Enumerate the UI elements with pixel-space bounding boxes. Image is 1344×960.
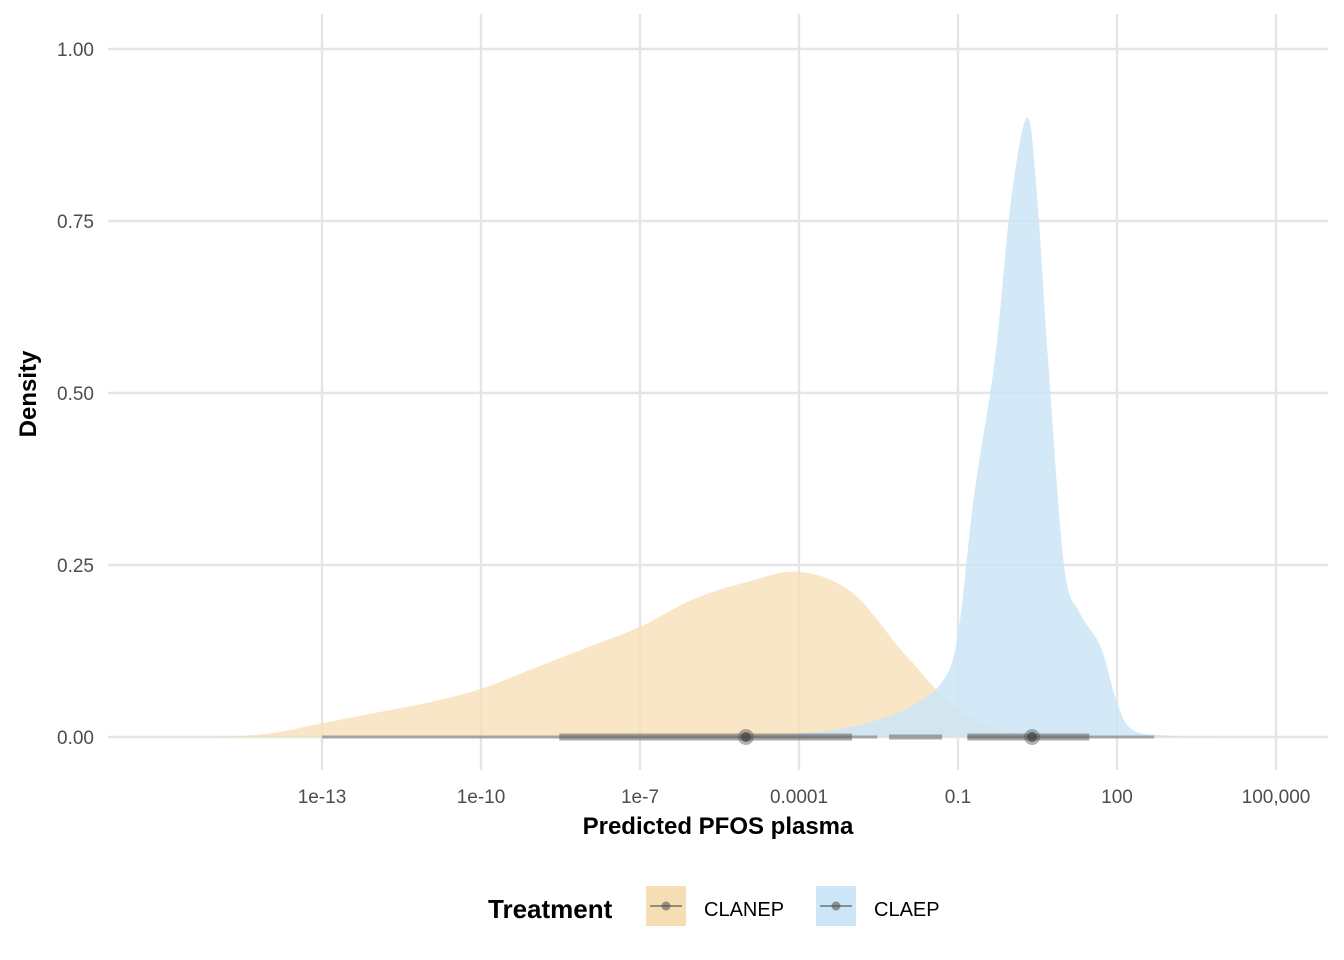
y-tick-labels: 0.00 0.25 0.50 0.75 1.00 xyxy=(57,40,94,749)
y-axis-title: Density xyxy=(15,350,42,437)
density-area-claep xyxy=(746,117,1223,738)
x-tick-label: 100,000 xyxy=(1242,787,1311,808)
legend: Treatment CLANEP CLAEP xyxy=(488,886,940,926)
x-tick-label: 0.1 xyxy=(945,787,971,808)
x-tick-label: 1e-10 xyxy=(457,787,506,808)
y-tick-label: 0.00 xyxy=(57,728,94,749)
x-tick-label: 0.0001 xyxy=(770,787,828,808)
y-tick-label: 0.25 xyxy=(57,556,94,577)
interval-bars xyxy=(322,729,1155,745)
legend-label-clanep: CLANEP xyxy=(704,899,784,921)
density-area-clanep xyxy=(216,571,1117,737)
y-tick-label: 0.75 xyxy=(57,212,94,233)
x-tick-label: 1e-7 xyxy=(621,787,659,808)
y-tick-label: 1.00 xyxy=(57,40,94,61)
median-point-claep xyxy=(1027,732,1038,742)
legend-title: Treatment xyxy=(488,894,613,924)
median-point-clanep xyxy=(741,732,751,742)
y-tick-label: 0.50 xyxy=(57,384,94,405)
x-tick-labels: 1e-13 1e-10 1e-7 0.0001 0.1 100 100,000 xyxy=(298,787,1311,808)
density-areas xyxy=(216,117,1223,738)
legend-key-point-clanep xyxy=(661,901,671,911)
grid-lines xyxy=(108,14,1328,770)
legend-key-point-claep xyxy=(831,901,841,911)
x-axis-title: Predicted PFOS plasma xyxy=(583,813,854,840)
x-tick-label: 1e-13 xyxy=(298,787,347,808)
legend-label-claep: CLAEP xyxy=(874,899,940,921)
x-tick-label: 100 xyxy=(1101,787,1133,808)
